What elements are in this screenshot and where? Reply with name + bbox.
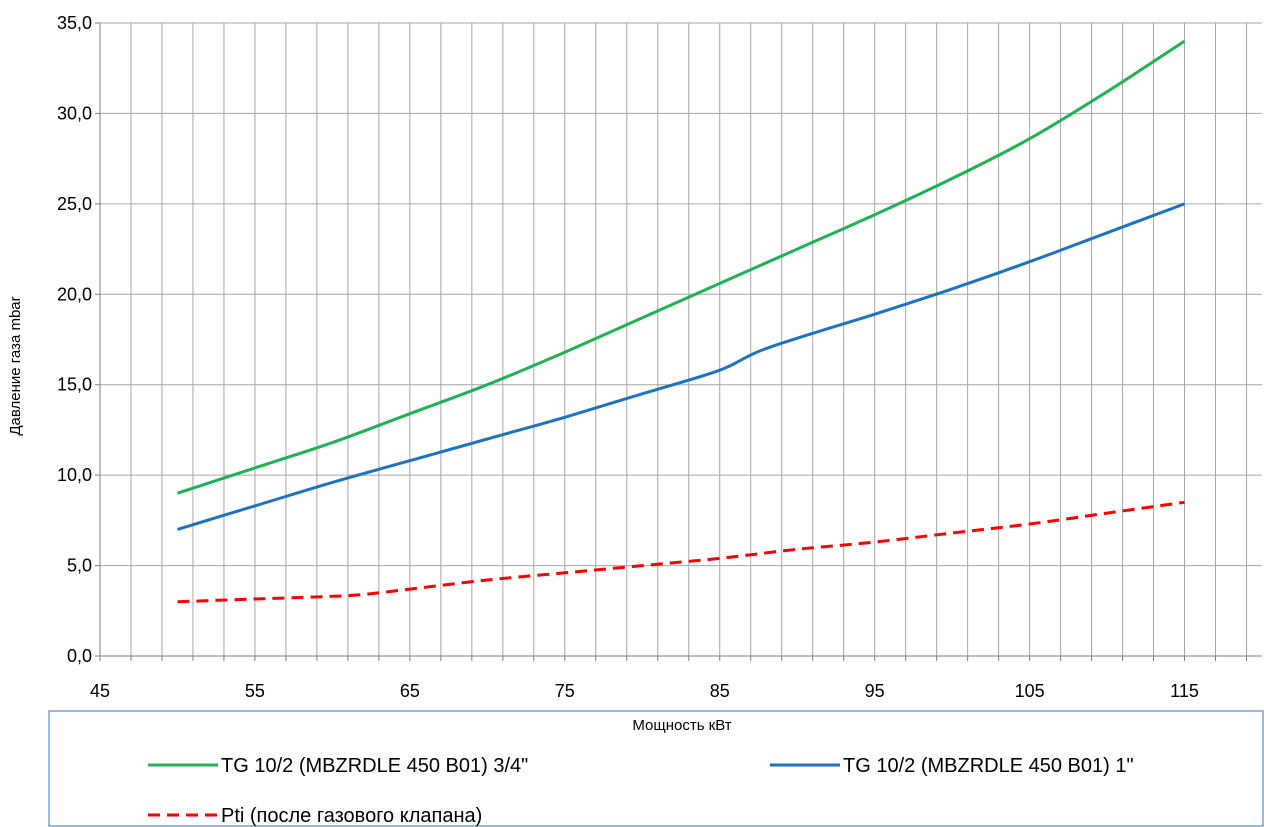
y-axis-title: Давление газа mbar <box>7 296 24 435</box>
x-tick-label: 65 <box>400 681 420 701</box>
series-lines <box>177 39 1186 604</box>
axes <box>95 22 1262 661</box>
y-tick-label: 30,0 <box>57 103 92 123</box>
y-tick-label: 10,0 <box>57 465 92 485</box>
legend: TG 10/2 (MBZRDLE 450 B01) 3/4" TG 10/2 (M… <box>148 755 1134 827</box>
series-pti-line <box>177 500 1185 604</box>
x-axis-title: Мощность кВт <box>632 717 731 734</box>
x-tick-label: 105 <box>1015 681 1045 701</box>
legend-entry-tg-1: TG 10/2 (MBZRDLE 450 B01) 1" <box>770 755 1134 777</box>
legend-label: TG 10/2 (MBZRDLE 450 B01) 1" <box>843 755 1134 777</box>
y-tick-label: 0,0 <box>67 646 92 666</box>
grid <box>100 22 1262 656</box>
x-tick-label: 45 <box>90 681 110 701</box>
tick-labels: 45 55 65 75 85 95 105 115 0,0 5,0 10,0 15,0 20,0 25,0… <box>57 13 1199 701</box>
x-tick-label: 85 <box>710 681 730 701</box>
legend-label: TG 10/2 (MBZRDLE 450 B01) 3/4" <box>221 755 528 777</box>
y-tick-label: 25,0 <box>57 194 92 214</box>
x-tick-label: 115 <box>1170 681 1199 701</box>
y-tick-label: 15,0 <box>57 375 92 395</box>
series-tg-3-4-line <box>177 39 1186 495</box>
y-tick-label: 5,0 <box>67 556 92 576</box>
legend-entry-pti: Pti (после газового клапана) <box>148 805 482 827</box>
legend-entry-tg-3-4: TG 10/2 (MBZRDLE 450 B01) 3/4" <box>148 755 528 777</box>
y-tick-label: 35,0 <box>57 13 92 33</box>
legend-label: Pti (после газового клапана) <box>221 805 482 827</box>
x-tick-label: 95 <box>865 681 885 701</box>
x-tick-label: 55 <box>245 681 265 701</box>
series-tg-1-line <box>177 202 1186 531</box>
y-tick-label: 20,0 <box>57 284 92 304</box>
x-tick-label: 75 <box>555 681 575 701</box>
legend-box <box>48 710 1264 827</box>
